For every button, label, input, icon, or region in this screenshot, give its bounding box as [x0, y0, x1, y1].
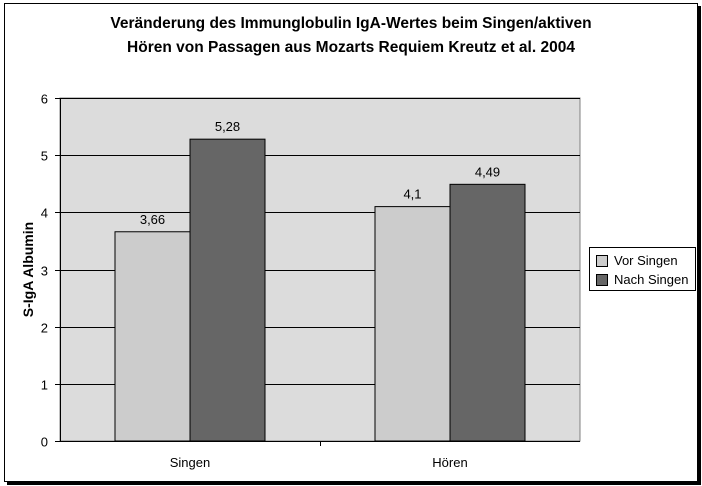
y-tick-label: 6 [41, 92, 48, 107]
legend-swatch-nach-singen [596, 273, 608, 286]
y-tick-label: 5 [41, 149, 48, 164]
y-tick-label: 2 [41, 321, 48, 336]
legend-swatch-vor-singen [596, 254, 608, 267]
data-label: 4,49 [475, 164, 500, 179]
data-label: 3,66 [140, 212, 165, 227]
y-axis-label: S-IgA Albumin [20, 222, 36, 317]
x-tick-label: Hören [432, 455, 467, 470]
legend-label-nach-singen: Nach Singen [614, 272, 689, 287]
y-tick-label: 3 [41, 264, 48, 279]
legend-item-vor-singen: Vor Singen [596, 251, 695, 270]
legend-label-vor-singen: Vor Singen [614, 253, 678, 268]
legend: Vor Singen Nach Singen [589, 247, 696, 291]
bar [449, 183, 526, 442]
chart-title: Veränderung des Immunglobulin IgA-Wertes… [0, 12, 702, 60]
chart-title-line-2: Hören von Passagen aus Mozarts Requiem K… [127, 39, 575, 56]
bar [189, 138, 266, 442]
data-label: 4,1 [403, 187, 421, 202]
bar [114, 231, 191, 442]
legend-item-nach-singen: Nach Singen [596, 270, 695, 289]
x-tick-label: Singen [170, 455, 210, 470]
y-tick-label: 4 [41, 206, 48, 221]
y-tick-label: 1 [41, 378, 48, 393]
chart-title-line-1: Veränderung des Immunglobulin IgA-Wertes… [110, 15, 592, 32]
data-label: 5,28 [215, 119, 240, 134]
bar [374, 206, 451, 442]
y-tick-label: 0 [41, 435, 48, 450]
